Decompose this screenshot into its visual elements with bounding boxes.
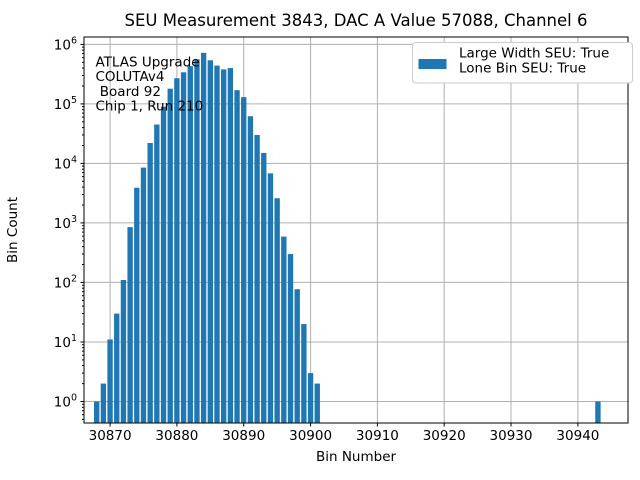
y-tick-mantissa: 10 <box>54 97 71 113</box>
y-tick-exponent: 0 <box>71 393 77 404</box>
histogram-bar <box>167 88 173 423</box>
y-tick-exponent: 5 <box>71 95 77 106</box>
legend-label: Lone Bin SEU: True <box>459 61 586 77</box>
histogram-bar <box>294 289 300 423</box>
y-tick-mantissa: 10 <box>54 395 71 411</box>
y-tick-exponent: 6 <box>71 35 77 46</box>
x-tick-label: 30920 <box>423 428 466 444</box>
y-tick-mantissa: 10 <box>54 156 71 172</box>
annotation-line: Board 92 <box>96 84 161 100</box>
legend-label: Large Width SEU: True <box>459 46 609 62</box>
histogram-bar <box>281 236 287 423</box>
y-tick-mantissa: 10 <box>54 37 71 53</box>
y-tick-exponent: 2 <box>71 273 77 284</box>
histogram-bar <box>120 279 127 423</box>
legend-frame <box>412 42 633 84</box>
histogram-bar <box>207 60 213 424</box>
histogram-bar <box>187 66 193 423</box>
histogram-bar <box>140 167 147 423</box>
histogram-bar <box>114 313 120 423</box>
histogram-bar <box>200 52 207 424</box>
histogram-bar <box>307 373 314 423</box>
y-tick-mantissa: 10 <box>54 216 71 232</box>
y-tick-label: 104 <box>54 154 77 172</box>
x-tick-label: 30870 <box>89 428 132 444</box>
histogram-bar <box>267 173 274 423</box>
histogram-bar <box>174 78 180 423</box>
histogram-bar <box>107 339 113 423</box>
y-tick-label: 105 <box>54 95 77 113</box>
annotation-line: ATLAS Upgrade <box>96 55 200 71</box>
x-tick-label: 30940 <box>556 428 599 444</box>
histogram-bar <box>194 59 200 424</box>
y-tick-mantissa: 10 <box>54 335 71 351</box>
histogram-bar <box>595 401 601 423</box>
histogram-bar <box>214 65 220 423</box>
histogram-bar <box>261 152 267 423</box>
y-tick-exponent: 4 <box>71 154 77 165</box>
y-tick-exponent: 3 <box>71 214 77 225</box>
y-axis-label: Bin Count <box>5 197 21 263</box>
bars <box>94 52 601 424</box>
histogram-bar <box>247 116 254 423</box>
histogram-bar <box>221 69 227 423</box>
y-tick-label: 103 <box>54 214 77 232</box>
x-tick-label: 30880 <box>155 428 198 444</box>
histogram-bar <box>100 383 107 423</box>
y-tick-mantissa: 10 <box>54 275 71 291</box>
x-tick-label: 30890 <box>222 428 265 444</box>
chart-title: SEU Measurement 3843, DAC A Value 57088,… <box>125 11 588 30</box>
x-tick-label: 30900 <box>289 428 332 444</box>
annotation-line: Chip 1, Run 210 <box>96 99 204 115</box>
histogram-bar <box>234 90 240 424</box>
histogram-bar <box>254 135 260 423</box>
x-tick-label: 30910 <box>356 428 399 444</box>
x-axis-label: Bin Number <box>316 449 397 465</box>
histogram-bar <box>127 227 133 423</box>
legend-swatch <box>418 59 447 69</box>
y-tick-label: 106 <box>54 35 77 53</box>
histogram-bar <box>160 106 167 424</box>
histogram-bar <box>314 383 320 423</box>
histogram-bar <box>227 68 234 423</box>
histogram-bar <box>134 187 140 423</box>
histogram-bar <box>94 401 100 423</box>
plot-area-frame <box>83 36 629 424</box>
y-tick-label: 102 <box>54 273 77 291</box>
y-tick-label: 101 <box>54 333 77 351</box>
histogram-bar <box>274 198 280 423</box>
x-tick-label: 30930 <box>490 428 533 444</box>
histogram-bar <box>147 143 153 423</box>
histogram-bar <box>287 254 294 423</box>
axes <box>80 36 629 427</box>
histogram-bar <box>180 72 187 423</box>
y-tick-label: 100 <box>54 393 77 411</box>
histogram-bar <box>301 324 307 423</box>
tick-labels: 30870 30880 30890 30900 30910 30920 30930 30940… <box>54 35 600 444</box>
y-tick-exponent: 1 <box>71 333 77 344</box>
annotation-line: COLUTAv4 <box>96 69 165 85</box>
histogram-bar <box>154 124 160 423</box>
histogram-bar <box>241 97 247 424</box>
